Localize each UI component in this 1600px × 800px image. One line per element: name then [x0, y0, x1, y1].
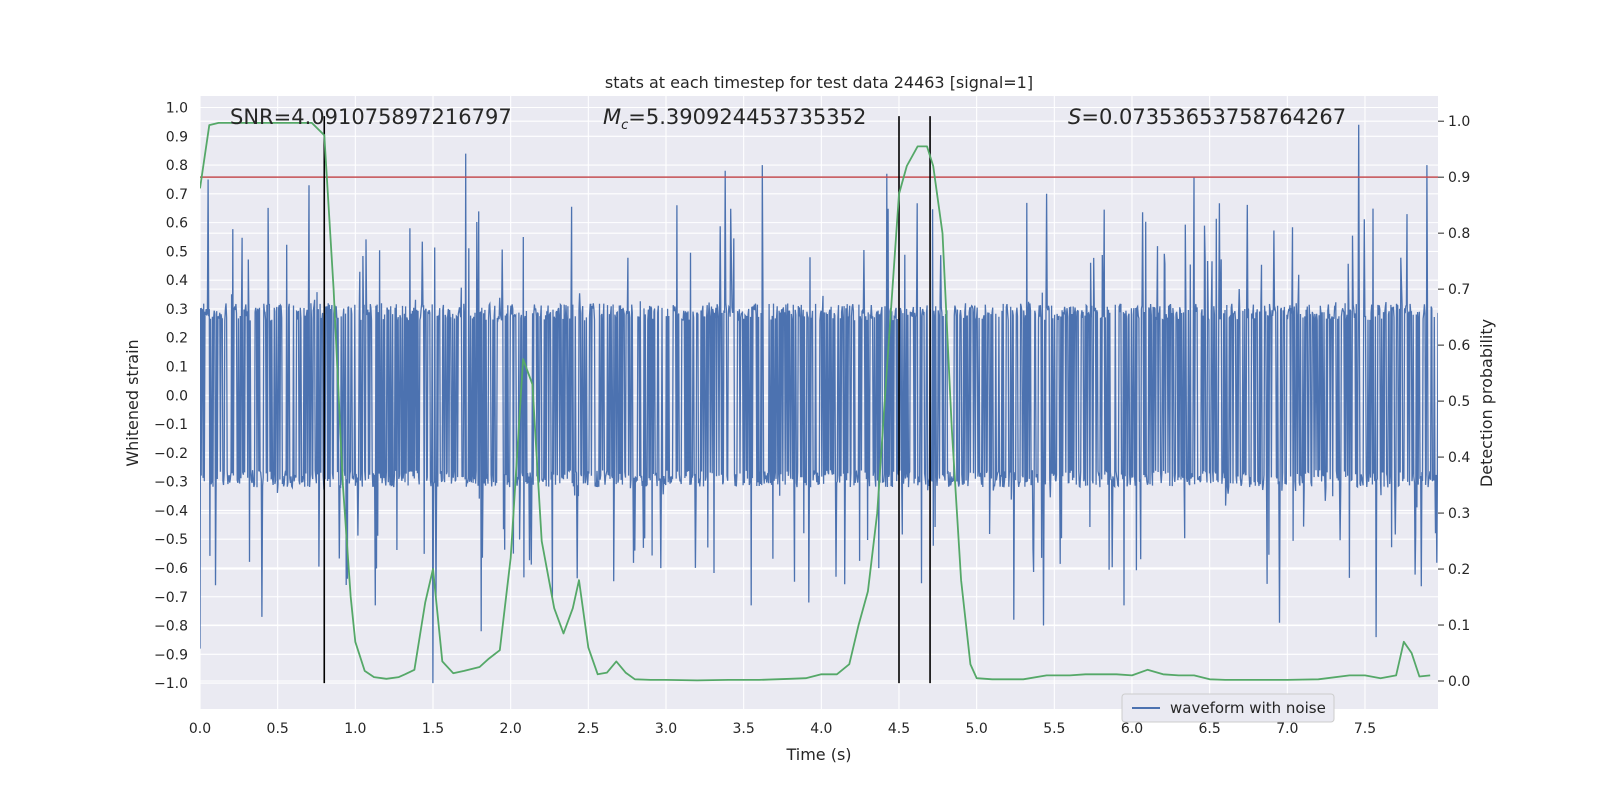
y-left-tick-label: 0.9: [166, 129, 188, 145]
y-left-tick-label: 0.1: [166, 360, 188, 376]
snr-annotation: SNR=4.091075897216797: [230, 105, 512, 129]
probability-line: [200, 122, 1431, 682]
x-tick-label: 1.5: [422, 721, 444, 737]
y-left-tick-label: −0.1: [154, 417, 188, 433]
chart-title: stats at each timestep for test data 244…: [605, 73, 1033, 92]
y-left-tick-label: 0.8: [166, 158, 188, 174]
y-right-tick-label: 0.6: [1448, 338, 1470, 354]
y-right-tick-labels: 1.0 0.9 0.8 0.7 0.6 0.5 0.4 0.3 0.2 0.1 0.0: [1438, 114, 1470, 690]
x-tick-label: 6.5: [1199, 721, 1221, 737]
y-right-tick-label: 0.7: [1448, 282, 1470, 298]
y-right-tick-label: 0.3: [1448, 506, 1470, 522]
s-annotation: S=0.07353653758764267: [1068, 105, 1346, 129]
y-axis-left-label: Whitened strain: [123, 339, 142, 466]
x-tick-label: 2.5: [577, 721, 599, 737]
y-left-tick-label: −0.7: [154, 590, 188, 606]
y-right-tick-label: 0.9: [1448, 170, 1470, 186]
y-left-tick-label: 0.6: [166, 216, 188, 232]
x-tick-label: 4.0: [810, 721, 832, 737]
legend-box: [1121, 693, 1335, 723]
y-left-tick-label: −0.5: [154, 532, 188, 548]
y-left-tick-label: −0.2: [154, 446, 188, 462]
x-tick-label: 2.0: [500, 721, 522, 737]
overlay-lines: [200, 116, 1438, 684]
chirp-mass-annotation: Mc=5.390924453735352: [603, 105, 866, 133]
legend: waveform with noise: [1121, 693, 1335, 723]
y-right-tick-label: 1.0: [1448, 114, 1470, 130]
x-tick-label: 0.5: [267, 721, 289, 737]
x-tick-label: 6.0: [1121, 721, 1143, 737]
chirp-mass-symbol: M: [603, 105, 621, 129]
x-tick-label: 1.0: [344, 721, 366, 737]
y-right-tick-label: 0.5: [1448, 394, 1470, 410]
y-left-tick-label: 0.4: [166, 273, 188, 289]
y-left-tick-label: −0.8: [154, 619, 188, 635]
y-left-tick-label: 1.0: [166, 101, 188, 117]
y-right-tick-label: 0.2: [1448, 562, 1470, 578]
y-left-tick-label: −0.3: [154, 475, 188, 491]
x-tick-labels: 0.0 0.5 1.0 1.5 2.0 2.5 3.0 3.5 4.0 4.5 5.0 5.5 6.0 6…: [189, 721, 1376, 737]
x-tick-label: 4.5: [888, 721, 910, 737]
y-left-tick-label: −0.9: [154, 647, 188, 663]
chirp-mass-value: =5.390924453735352: [628, 105, 866, 129]
legend-label: waveform with noise: [1170, 699, 1326, 717]
x-tick-label: 5.5: [1043, 721, 1065, 737]
s-value: =0.07353653758764267: [1081, 105, 1346, 129]
x-tick-label: 7.5: [1354, 721, 1376, 737]
y-right-tick-label: 0.8: [1448, 226, 1470, 242]
x-tick-label: 5.0: [966, 721, 988, 737]
waveform-line: [200, 124, 1438, 684]
y-left-tick-label: −1.0: [154, 676, 188, 692]
y-left-tick-label: −0.6: [154, 561, 188, 577]
y-right-tick-label: 0.4: [1448, 450, 1470, 466]
y-left-tick-label: 0.0: [166, 388, 188, 404]
y-right-tick-label: 0.0: [1448, 674, 1470, 690]
y-axis-right-label: Detection probability: [1477, 319, 1496, 487]
x-tick-label: 3.5: [733, 721, 755, 737]
x-tick-label: 3.0: [655, 721, 677, 737]
y-right-tick-label: 0.1: [1448, 618, 1470, 634]
chirp-mass-subscript: c: [621, 118, 628, 133]
y-left-tick-label: 0.5: [166, 244, 188, 260]
waveform-series: [200, 124, 1438, 684]
y-left-tick-labels: 1.0 0.9 0.8 0.7 0.6 0.5 0.4 0.3 0.2 0.1 0.0 −0.1 −0.…: [154, 101, 188, 693]
y-left-tick-label: 0.7: [166, 187, 188, 203]
s-symbol: S: [1068, 105, 1081, 129]
y-left-tick-label: 0.2: [166, 331, 188, 347]
y-left-tick-label: 0.3: [166, 302, 188, 318]
x-axis-label: Time (s): [785, 745, 851, 764]
x-tick-label: 0.0: [189, 721, 211, 737]
x-tick-label: 7.0: [1276, 721, 1298, 737]
y-left-tick-label: −0.4: [154, 503, 188, 519]
